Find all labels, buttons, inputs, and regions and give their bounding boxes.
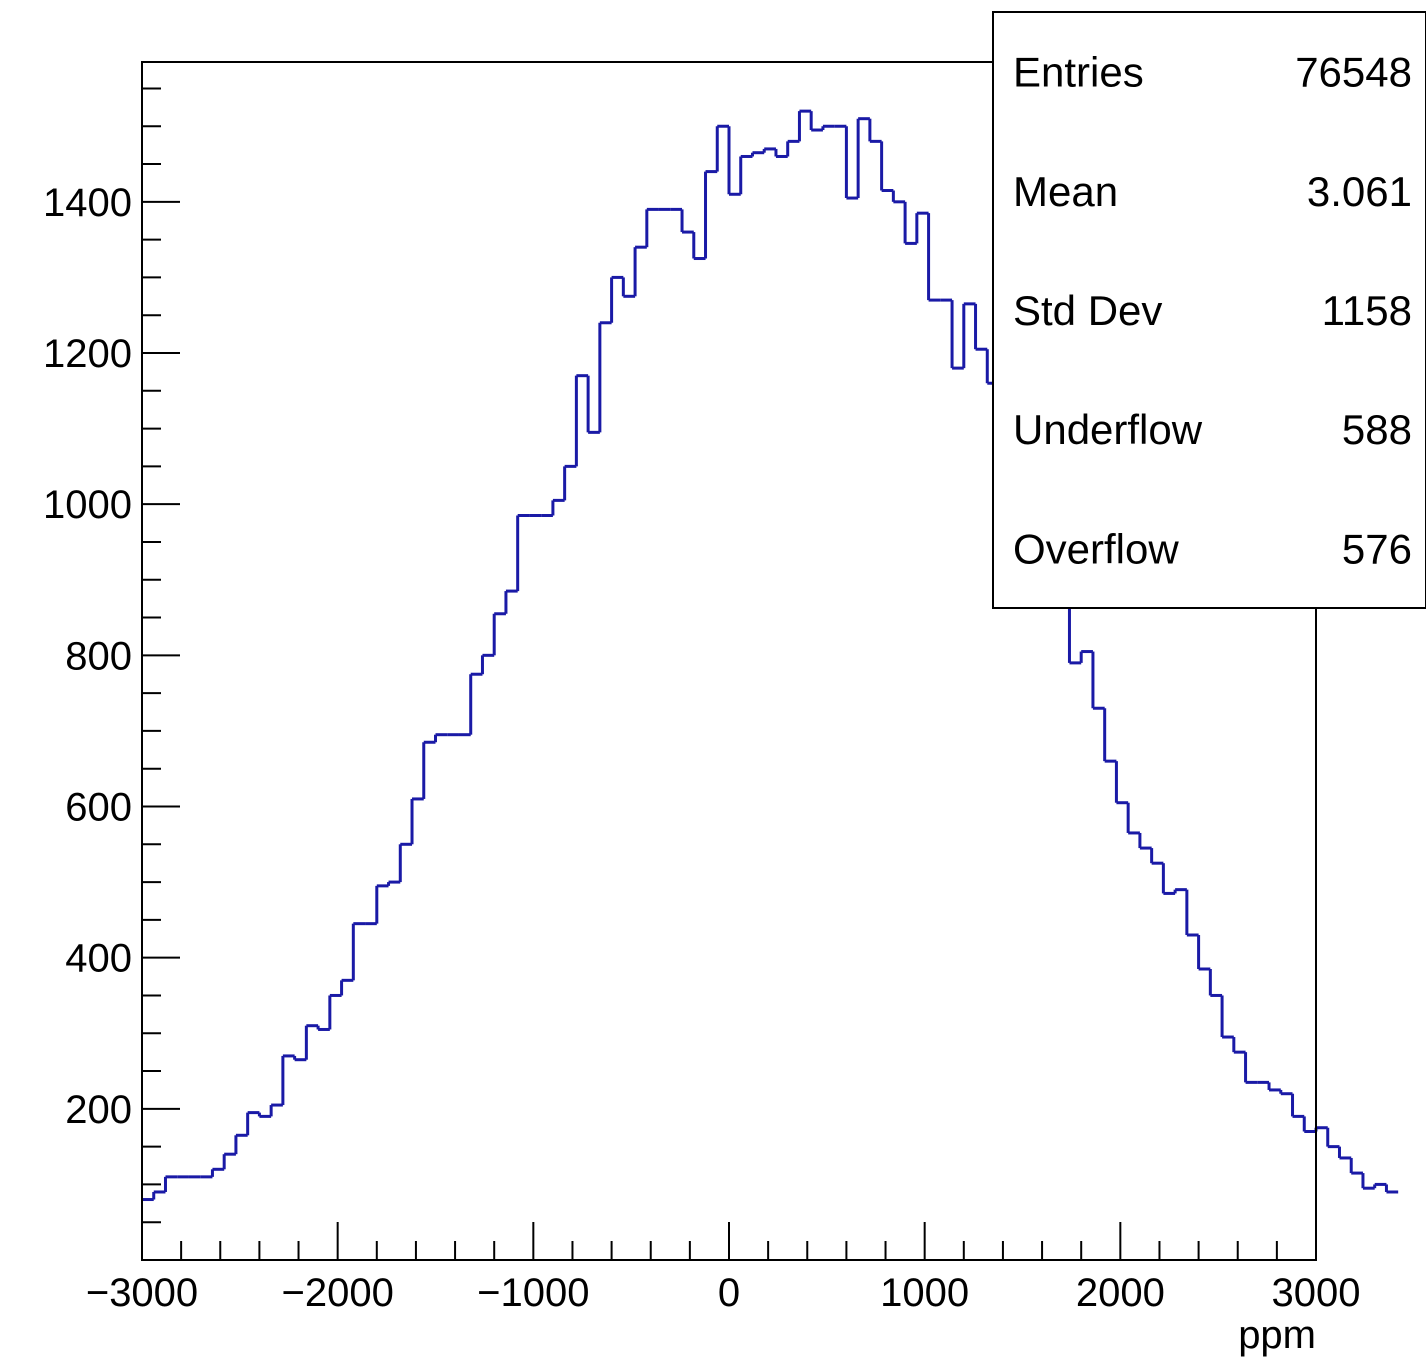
stats-value: 76548	[1295, 49, 1412, 96]
x-tick-label: 2000	[1076, 1271, 1165, 1315]
stats-value: 1158	[1322, 287, 1412, 334]
stats-box: Entries 76548 Mean 3.061 Std Dev 1158 Underflo…	[992, 11, 1426, 609]
stats-value: 576	[1342, 525, 1412, 572]
y-tick-label: 200	[65, 1088, 132, 1132]
y-tick-label: 800	[65, 634, 132, 678]
y-tick-label: 600	[65, 785, 132, 829]
stats-label: Entries	[1013, 49, 1144, 96]
y-tick-label: 1000	[43, 483, 132, 527]
x-tick-label: 1000	[880, 1271, 969, 1315]
x-tick-label: −2000	[281, 1271, 393, 1315]
stats-value: 588	[1342, 406, 1412, 453]
x-tick-label: 0	[718, 1271, 740, 1315]
stats-label: Std Dev	[1013, 287, 1162, 334]
x-tick-label: 3000	[1272, 1271, 1361, 1315]
x-tick-label: −1000	[477, 1271, 589, 1315]
y-axis-tick-labels: 200 400 600 800 1000 1200 1400	[43, 181, 132, 1132]
x-axis-ticks	[141, 1222, 1317, 1260]
x-tick-label: −3000	[86, 1271, 198, 1315]
y-tick-label: 400	[65, 937, 132, 981]
x-axis-tick-labels: −3000 −2000 −1000 0 1000 2000 3000	[86, 1271, 1361, 1315]
x-axis-title: ppm	[1238, 1313, 1316, 1357]
y-axis-ticks	[142, 87, 180, 1261]
y-tick-label: 1400	[43, 181, 132, 225]
stats-label: Mean	[1013, 168, 1118, 215]
stats-box-frame	[992, 11, 1426, 609]
stats-label: Overflow	[1013, 525, 1179, 572]
stats-value: 3.061	[1307, 168, 1412, 215]
stats-label: Underflow	[1013, 406, 1203, 453]
y-tick-label: 1200	[43, 332, 132, 376]
